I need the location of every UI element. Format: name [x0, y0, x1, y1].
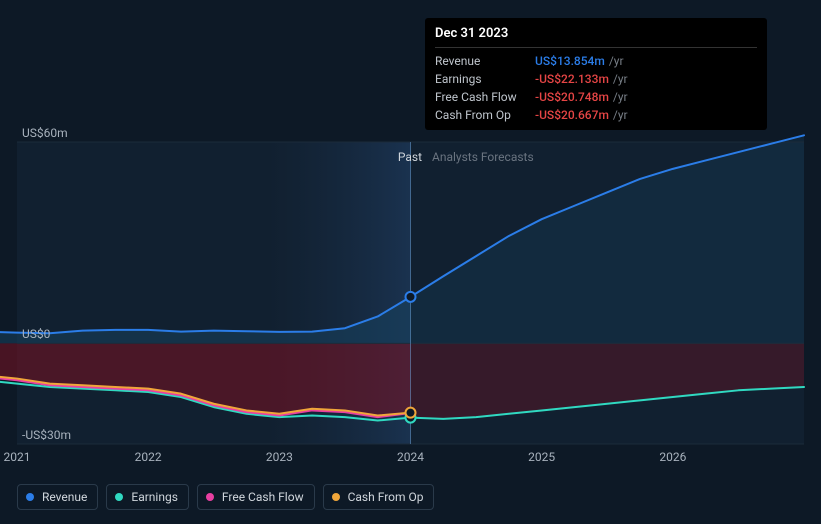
tooltip-row-unit: /yr [613, 107, 628, 123]
legend-dot-icon [115, 493, 123, 501]
tooltip-row-value: US$13.854m [535, 53, 605, 69]
tooltip-row: Earnings-US$22.133m/yr [435, 70, 757, 88]
legend-item-label: Earnings [131, 490, 178, 504]
y-axis-label: US$60m [22, 126, 68, 140]
legend-item-label: Free Cash Flow [222, 490, 304, 504]
y-axis-label: US$0 [22, 327, 50, 341]
financial-chart: US$60m US$0 -US$30m 2021 2022 2023 2024 2025 20… [0, 0, 821, 524]
tooltip-row-value: -US$20.748m [535, 89, 609, 105]
legend-item-cfo[interactable]: Cash From Op [323, 484, 435, 510]
y-axis-label: -US$30m [22, 428, 71, 442]
legend-dot-icon [26, 493, 34, 501]
tooltip-row-label: Free Cash Flow [435, 89, 535, 105]
x-axis-label: 2024 [397, 450, 424, 464]
chart-legend: Revenue Earnings Free Cash Flow Cash From O… [17, 484, 434, 510]
legend-item-fcf[interactable]: Free Cash Flow [197, 484, 315, 510]
legend-item-label: Revenue [42, 490, 87, 504]
tooltip-date: Dec 31 2023 [435, 26, 757, 45]
x-axis-label: 2026 [659, 450, 686, 464]
x-axis-label: 2025 [528, 450, 555, 464]
tooltip-row-unit: /yr [613, 89, 628, 105]
tooltip-row: RevenueUS$13.854m/yr [435, 52, 757, 70]
tooltip-row: Cash From Op-US$20.667m/yr [435, 106, 757, 124]
chart-tooltip: Dec 31 2023 RevenueUS$13.854m/yrEarnings… [425, 18, 767, 130]
section-label-past: Past [398, 150, 422, 164]
legend-item-earnings[interactable]: Earnings [106, 484, 189, 510]
tooltip-row: Free Cash Flow-US$20.748m/yr [435, 88, 757, 106]
x-axis-label: 2023 [266, 450, 293, 464]
section-label-forecast: Analysts Forecasts [432, 150, 534, 164]
tooltip-separator [435, 47, 757, 48]
tooltip-row-label: Earnings [435, 71, 535, 87]
tooltip-row-unit: /yr [613, 71, 628, 87]
tooltip-row-label: Cash From Op [435, 107, 535, 123]
x-axis-label: 2022 [135, 450, 162, 464]
legend-dot-icon [206, 493, 214, 501]
tooltip-row-label: Revenue [435, 53, 535, 69]
legend-item-label: Cash From Op [348, 490, 424, 504]
x-axis-label: 2021 [4, 450, 31, 464]
tooltip-row-unit: /yr [609, 53, 624, 69]
legend-dot-icon [332, 493, 340, 501]
tooltip-row-value: -US$20.667m [535, 107, 609, 123]
legend-item-revenue[interactable]: Revenue [17, 484, 98, 510]
tooltip-row-value: -US$22.133m [535, 71, 609, 87]
